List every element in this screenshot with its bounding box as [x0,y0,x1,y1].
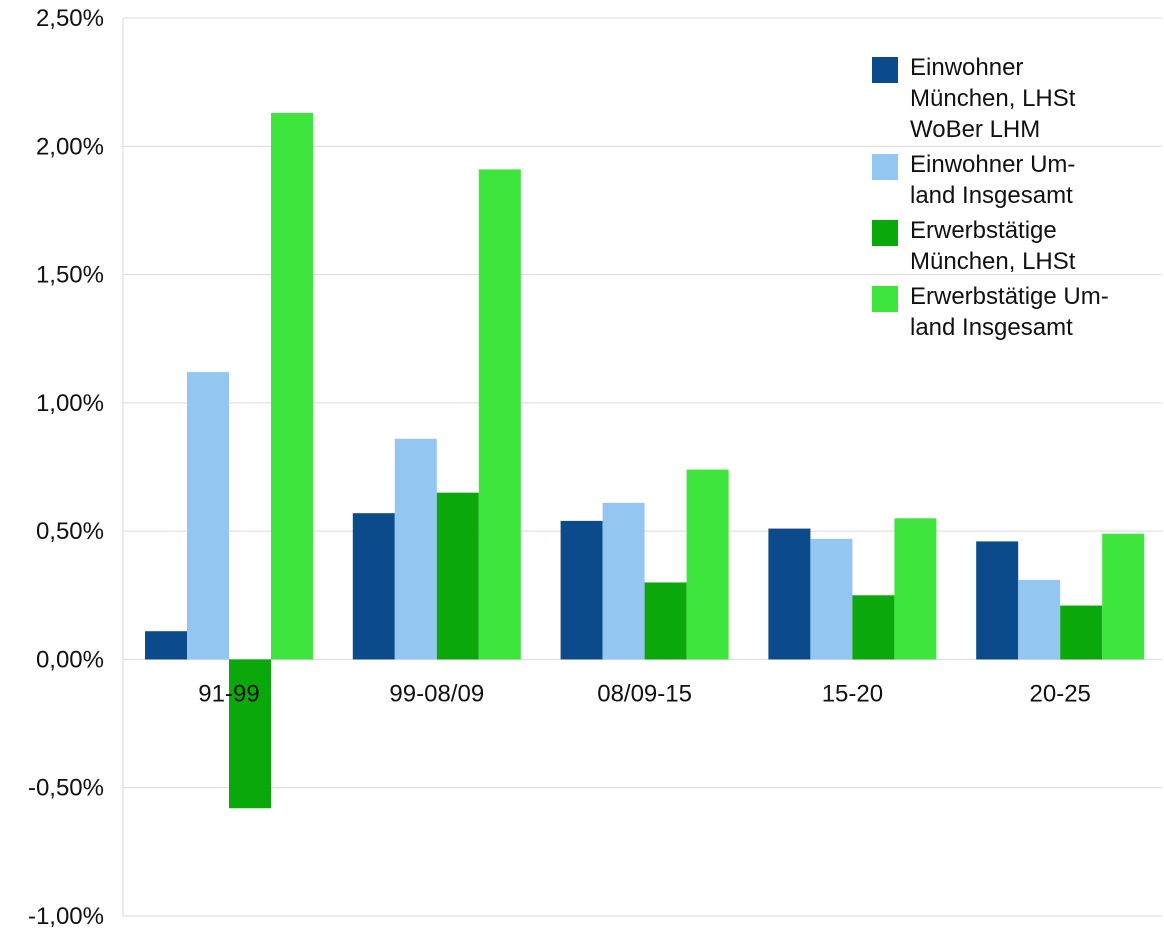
legend-swatch [872,286,898,312]
bar [436,492,479,660]
bar [852,595,895,660]
legend-label: Einwohner Um- land Insgesamt [910,151,1076,209]
y-tick-label: 2,00% [36,133,104,160]
legend-item: Erwerbstätige München, LHSt [872,215,1162,277]
x-category-label: 08/09-15 [597,680,692,707]
legend: Einwohner München, LHSt WoBer LHM Einwoh… [872,52,1162,347]
bar [810,538,853,660]
bar [271,112,313,660]
bar [1102,533,1145,660]
y-tick-label: 0,00% [36,646,104,673]
legend-label: Einwohner München, LHSt WoBer LHM [910,54,1076,143]
y-tick-label: 2,50% [36,5,104,32]
bar [602,502,645,660]
y-tick-label: -0,50% [28,775,104,802]
bar [145,631,187,660]
bar [560,520,603,660]
bar [1060,605,1103,660]
x-category-label: 91-99 [198,680,259,707]
bar [686,469,729,660]
x-axis-labels: 91-99 99-08/09 08/09-15 15-20 20-25 [198,680,1091,707]
bar [768,528,811,660]
legend-swatch [872,57,898,83]
bar [352,513,395,660]
bar [1018,579,1061,660]
x-category-label: 15-20 [822,680,883,707]
bar [394,438,437,660]
bars [145,112,1145,809]
bar [229,659,271,809]
legend-swatch [872,154,898,180]
bar [894,518,937,660]
x-category-label: 99-08/09 [389,680,484,707]
x-category-label: 20-25 [1030,680,1091,707]
y-tick-label: 1,50% [36,262,104,289]
legend-label: Erwerbstätige München, LHSt [910,217,1076,275]
bar [478,169,521,660]
y-tick-label: -1,00% [28,903,104,930]
y-tick-label: 1,00% [36,390,104,417]
y-axis-ticks: 2,50% 2,00% 1,50% 1,00% 0,50% 0,00% -0,50% -1,0… [28,5,104,930]
legend-label: Erwerbstätige Um- land Insgesamt [910,283,1109,341]
bar [187,372,229,660]
y-tick-label: 0,50% [36,518,104,545]
bar [976,541,1019,660]
legend-swatch [872,220,898,246]
legend-item: Einwohner Um- land Insgesamt [872,149,1162,211]
bar [644,582,687,660]
legend-item: Einwohner München, LHSt WoBer LHM [872,52,1162,145]
legend-item: Erwerbstätige Um- land Insgesamt [872,281,1162,343]
